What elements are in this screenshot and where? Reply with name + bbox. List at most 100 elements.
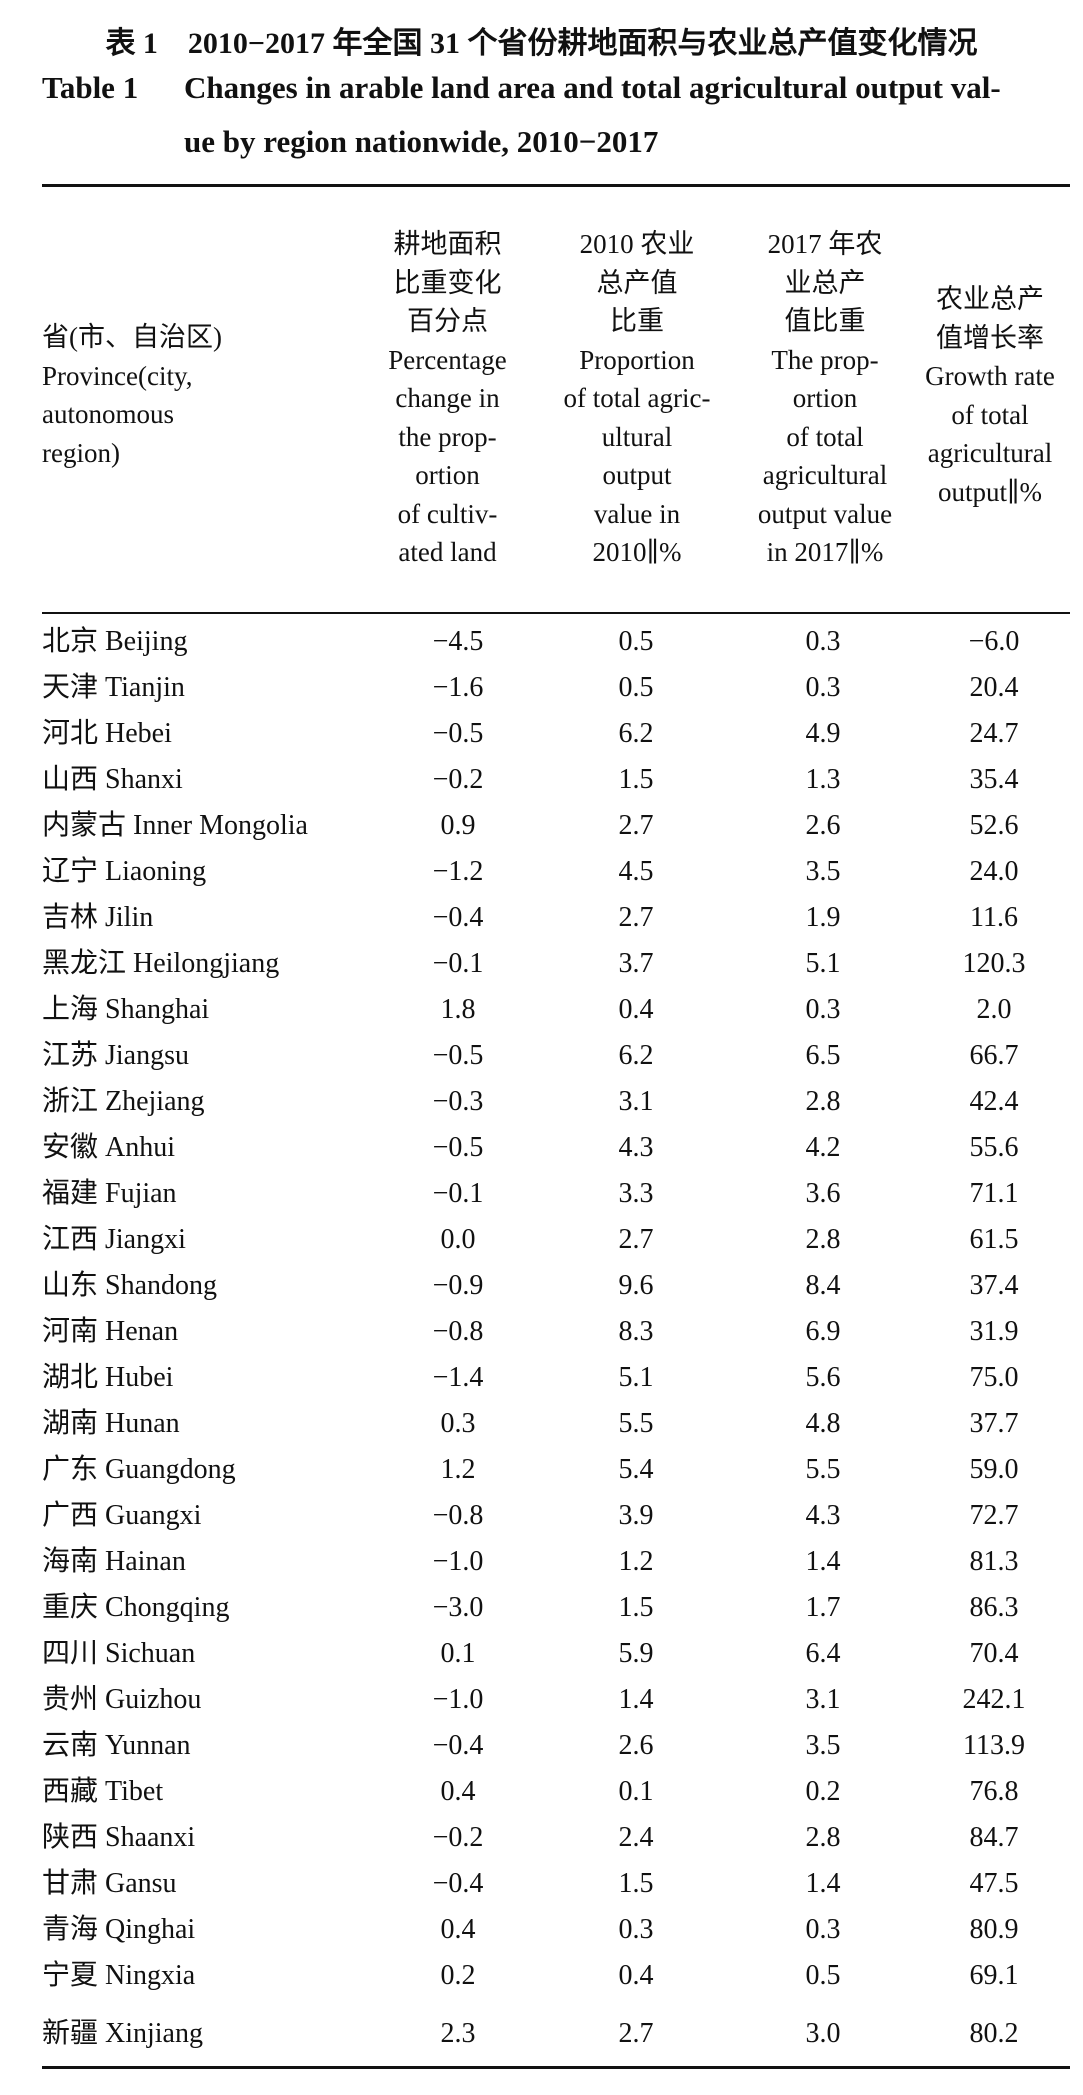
land-change-cell: −0.2 [432,1822,484,1853]
table-row: 浙江 Zhejiang −0.3 3.1 2.8 42.4 [0,1082,1083,1122]
header-line: 总产值 [596,267,678,298]
top-rule [42,184,1070,187]
table-row: 上海 Shanghai 1.8 0.4 0.3 2.0 [0,990,1083,1030]
output-2010-cell: 4.3 [618,1132,654,1163]
output-2017-cell: 2.6 [805,810,841,841]
province-name: 福建 Fujian [42,1178,177,1209]
output-2010-cell: 5.1 [618,1362,654,1393]
header-line: Growth rate [925,361,1055,391]
land-change-cell: 1.2 [440,1454,476,1485]
header-line: 比重变化 [393,267,502,298]
output-2010-cell: 4.5 [618,856,654,887]
output-2017-cell: 3.6 [805,1178,841,1209]
province-name: 湖北 Hubei [42,1362,174,1393]
table-row: 黑龙江 Heilongjiang −0.1 3.7 5.1 120.3 [0,944,1083,984]
output-2010-cell: 1.5 [618,1868,654,1899]
growth-rate-cell: 20.4 [969,672,1019,703]
table-row: 新疆 Xinjiang 2.3 2.7 3.0 80.2 [0,2014,1083,2054]
output-2017-cell: 2.8 [805,1224,841,1255]
province-name: 辽宁 Liaoning [42,856,207,887]
province-name: 江苏 Jiangsu [42,1040,190,1071]
output-2017-cell: 1.4 [805,1868,841,1899]
header-line: 值增长率 [936,322,1044,353]
header-line: autonomous [42,399,174,429]
output-2010-cell: 1.2 [618,1546,654,1577]
province-name: 黑龙江 Heilongjiang [42,948,280,979]
land-change-cell: −0.3 [432,1086,484,1117]
header-line: 耕地面积 [393,229,502,259]
table-row: 江西 Jiangxi 0.0 2.7 2.8 61.5 [0,1220,1083,1260]
table-row: 云南 Yunnan −0.4 2.6 3.5 113.9 [0,1726,1083,1766]
column-header-province: 省(市、自治区) Province(city, autonomous region) [42,318,222,472]
table-number: Table 1 [42,70,139,105]
land-change-cell: −1.2 [432,856,484,887]
province-name: 甘肃 Gansu [42,1868,177,1899]
growth-rate-cell: 42.4 [969,1086,1019,1117]
header-line: of total [786,421,864,452]
land-change-cell: −0.9 [432,1270,484,1301]
header-line: ortion [792,383,858,413]
header-line: agricultural [762,460,888,490]
land-change-cell: −0.5 [432,1040,484,1071]
province-name: 宁夏 Ningxia [42,1960,196,1991]
land-change-cell: 0.0 [440,1224,476,1255]
province-name: 陕西 Shaanxi [42,1822,196,1853]
output-2010-cell: 6.2 [618,1040,654,1071]
province-name: 山东 Shandong [42,1270,218,1301]
output-2010-cell: 0.3 [618,1914,654,1945]
province-name: 吉林 Jilin [42,902,154,933]
growth-rate-cell: 84.7 [969,1822,1019,1853]
table-row: 广东 Guangdong 1.2 5.4 5.5 59.0 [0,1450,1083,1490]
output-2010-cell: 8.3 [618,1316,654,1347]
output-2010-cell: 2.7 [618,1224,654,1255]
table-row: 湖南 Hunan 0.3 5.5 4.8 37.7 [0,1404,1083,1444]
land-change-cell: 2.3 [440,2018,476,2049]
output-2017-cell: 3.5 [805,856,841,887]
output-2017-cell: 3.0 [805,2018,841,2049]
column-header-growth-rate: 农业总产 值增长率 Growth rate of total agricultural o… [910,280,1070,511]
growth-rate-cell: 47.5 [969,1868,1019,1899]
output-2017-cell: 3.1 [805,1684,841,1715]
province-name: 四川 Sichuan [42,1638,196,1669]
growth-rate-cell: 59.0 [969,1454,1019,1485]
growth-rate-cell: 72.7 [969,1500,1019,1531]
growth-rate-cell: 37.4 [969,1270,1019,1301]
growth-rate-cell: 81.3 [969,1546,1019,1577]
land-change-cell: −0.5 [432,718,484,749]
output-2010-cell: 2.7 [618,902,654,933]
growth-rate-cell: 75.0 [969,1362,1019,1393]
output-2017-cell: 1.9 [805,902,841,933]
table-row: 海南 Hainan −1.0 1.2 1.4 81.3 [0,1542,1083,1582]
growth-rate-cell: 69.1 [969,1960,1019,1991]
land-change-cell: −0.1 [432,1178,484,1209]
table-row: 西藏 Tibet 0.4 0.1 0.2 76.8 [0,1772,1083,1812]
growth-rate-cell: 76.8 [969,1776,1019,1807]
land-change-cell: −4.5 [432,626,484,657]
header-line: 2010∥% [592,537,682,567]
province-name: 湖南 Hunan [42,1408,180,1439]
output-2017-cell: 1.7 [805,1592,841,1623]
output-2010-cell: 1.4 [618,1684,654,1715]
column-header-output-2010: 2010 农业 总产值 比重 Proportion of total agric-ult… [537,225,737,572]
province-name: 内蒙古 Inner Mongolia [42,810,308,841]
growth-rate-cell: 24.7 [969,718,1019,749]
header-line: in 2017∥% [766,537,884,567]
header-line: ultural [601,421,673,452]
output-2017-cell: 2.8 [805,1086,841,1117]
output-2017-cell: 0.3 [805,672,841,703]
output-2010-cell: 0.5 [618,672,654,703]
output-2010-cell: 1.5 [618,1592,654,1623]
province-name: 河南 Henan [42,1316,179,1347]
output-2017-cell: 6.4 [805,1638,841,1669]
land-change-cell: −1.4 [432,1362,484,1393]
land-change-cell: 0.4 [440,1914,476,1945]
output-2010-cell: 0.1 [618,1776,654,1807]
land-change-cell: −0.8 [432,1316,484,1347]
growth-rate-cell: 2.0 [976,994,1012,1025]
growth-rate-cell: 55.6 [969,1132,1019,1163]
province-name: 重庆 Chongqing [42,1592,230,1623]
growth-rate-cell: 52.6 [969,810,1019,841]
province-name: 北京 Beijing [42,626,188,657]
header-line: Proportion [579,344,695,375]
table-caption-en-line2: ue by region nationwide, 2010−2017 [184,124,659,159]
